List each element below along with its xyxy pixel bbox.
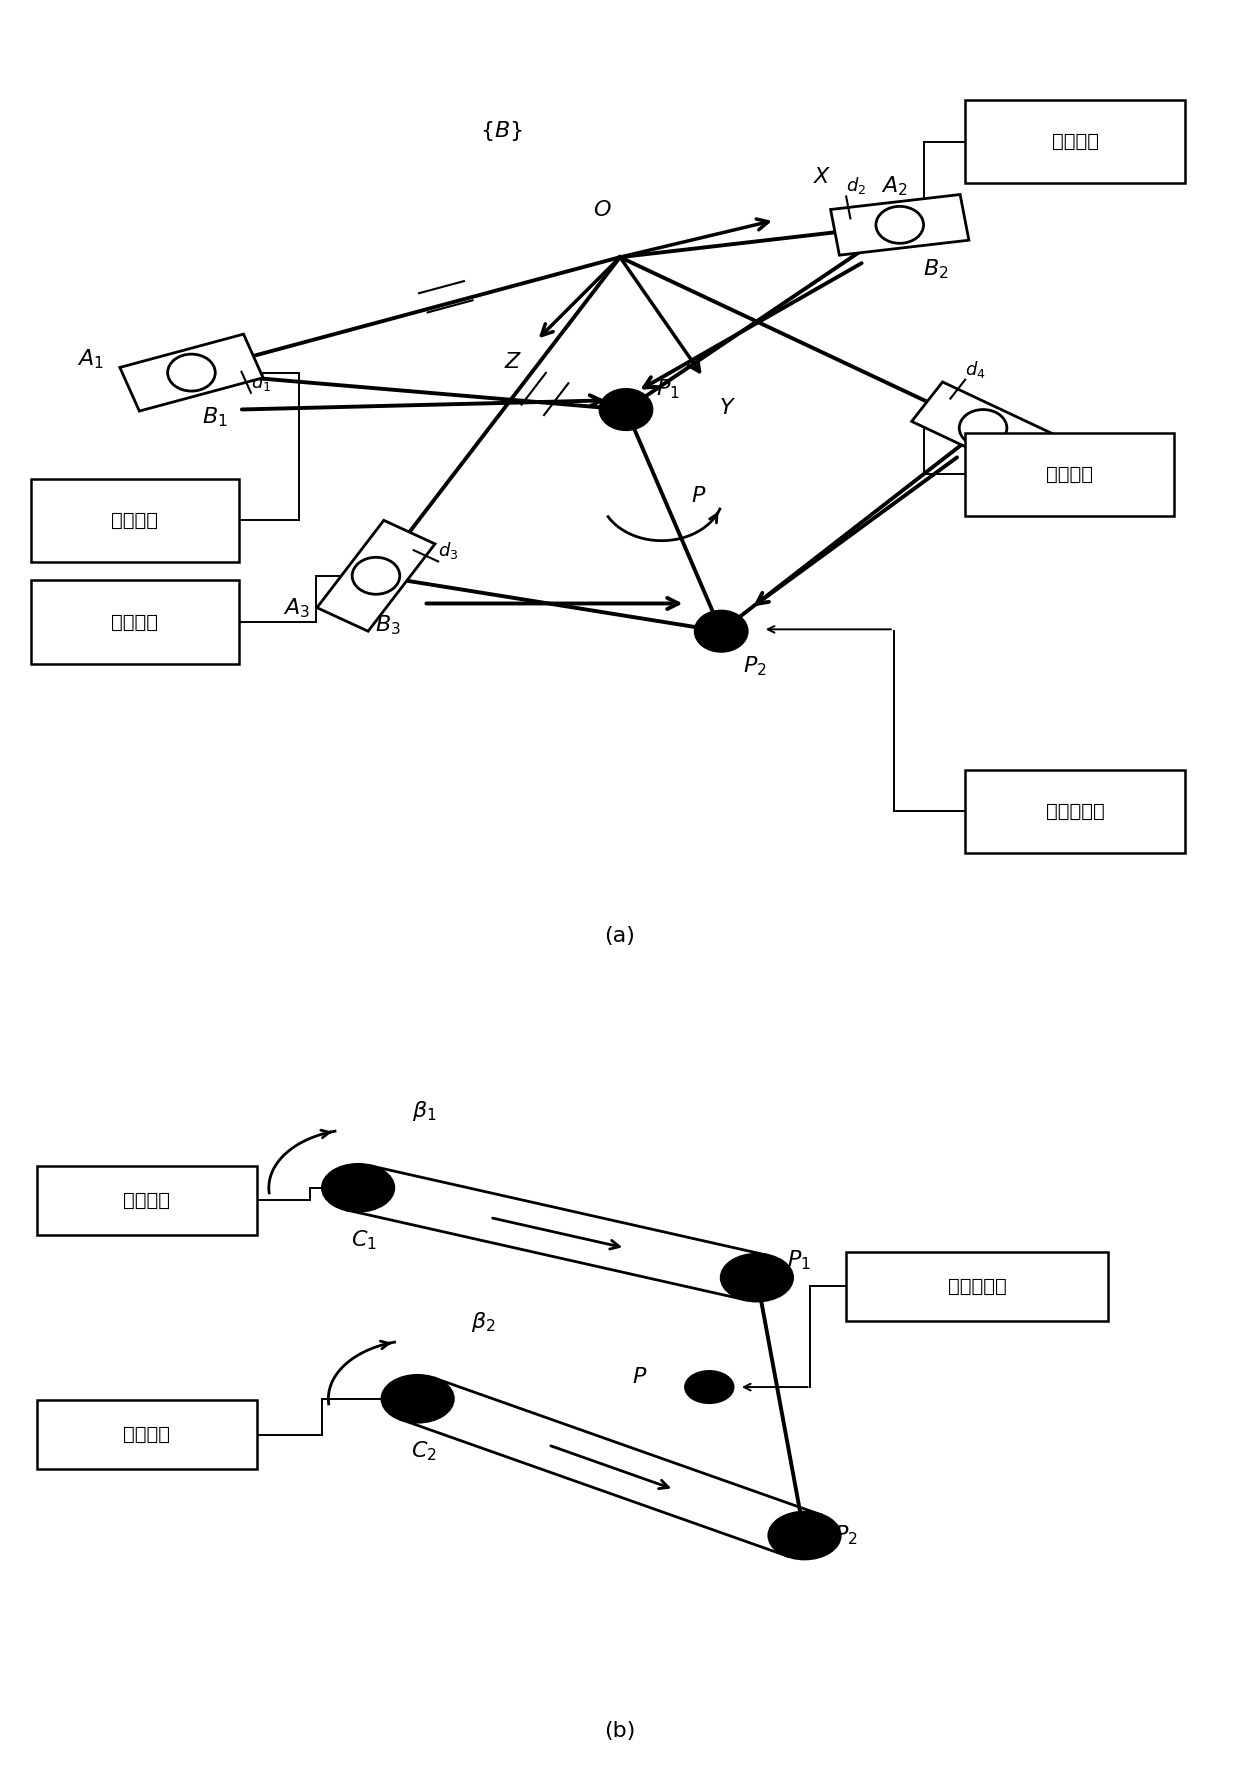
Text: $Y$: $Y$ — [719, 398, 735, 417]
Circle shape — [322, 1165, 394, 1211]
Bar — [31, 581, 239, 664]
Text: $X$: $X$ — [813, 167, 832, 186]
Text: $d_1$: $d_1$ — [250, 371, 272, 392]
Circle shape — [702, 1382, 717, 1392]
Text: $C_1$: $C_1$ — [351, 1229, 377, 1252]
Bar — [965, 99, 1185, 183]
Text: $P_2$: $P_2$ — [743, 655, 766, 678]
Text: 中间连接杆: 中间连接杆 — [1047, 801, 1105, 821]
Circle shape — [325, 1165, 392, 1209]
Text: 第五支链: 第五支链 — [123, 1190, 170, 1209]
Bar — [846, 1252, 1109, 1321]
Polygon shape — [911, 382, 1054, 474]
Text: $d_3$: $d_3$ — [438, 540, 459, 561]
Text: 第三支链: 第三支链 — [112, 613, 159, 632]
Bar — [965, 433, 1173, 515]
Text: $B_3$: $B_3$ — [374, 613, 401, 638]
Circle shape — [600, 389, 652, 430]
Text: 第二支链: 第二支链 — [1052, 131, 1099, 151]
Bar — [37, 1165, 257, 1234]
Circle shape — [686, 1371, 733, 1403]
Circle shape — [725, 1257, 787, 1298]
Circle shape — [694, 611, 748, 652]
Text: $d_4$: $d_4$ — [965, 359, 986, 380]
Circle shape — [746, 1272, 766, 1284]
Text: $\{B\}$: $\{B\}$ — [480, 119, 522, 144]
Polygon shape — [120, 334, 263, 410]
Text: 中间连接杆: 中间连接杆 — [947, 1277, 1007, 1296]
Text: $\beta_1$: $\beta_1$ — [412, 1099, 436, 1124]
Circle shape — [795, 1529, 815, 1542]
Circle shape — [384, 1376, 451, 1421]
Text: $P_1$: $P_1$ — [786, 1249, 811, 1272]
Text: $Z$: $Z$ — [503, 352, 522, 371]
Polygon shape — [831, 195, 968, 256]
Bar — [37, 1399, 257, 1469]
Circle shape — [722, 1254, 792, 1302]
Text: $O$: $O$ — [593, 201, 611, 220]
Text: $A_2$: $A_2$ — [880, 174, 908, 197]
Text: $A_1$: $A_1$ — [77, 348, 104, 371]
Text: $B_4$: $B_4$ — [1006, 460, 1032, 485]
Bar — [965, 769, 1185, 852]
Text: $P$: $P$ — [632, 1368, 647, 1387]
Text: $d_2$: $d_2$ — [846, 176, 867, 197]
Circle shape — [774, 1515, 836, 1556]
Bar — [31, 480, 239, 561]
Text: (b): (b) — [604, 1721, 636, 1740]
Text: $B_1$: $B_1$ — [202, 405, 228, 430]
Text: $P_1$: $P_1$ — [656, 378, 680, 401]
Text: $P$: $P$ — [692, 487, 707, 506]
Text: $B_2$: $B_2$ — [923, 258, 949, 281]
Text: $P_2$: $P_2$ — [835, 1524, 858, 1547]
Text: 第四支链: 第四支链 — [1045, 465, 1092, 483]
Text: $A_3$: $A_3$ — [283, 597, 310, 620]
Circle shape — [382, 1375, 454, 1423]
Text: (a): (a) — [605, 925, 635, 947]
Text: 第六支链: 第六支链 — [123, 1424, 170, 1444]
Text: 第一支链: 第一支链 — [112, 511, 159, 529]
Circle shape — [769, 1511, 841, 1559]
Text: $A_4$: $A_4$ — [988, 408, 1016, 432]
Text: $C_2$: $C_2$ — [410, 1439, 436, 1463]
Text: $\beta_2$: $\beta_2$ — [471, 1311, 496, 1334]
Polygon shape — [317, 520, 435, 630]
